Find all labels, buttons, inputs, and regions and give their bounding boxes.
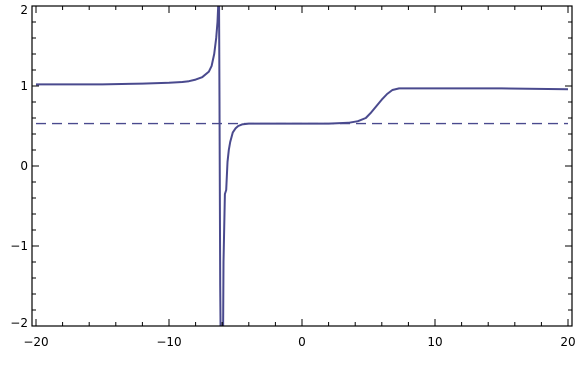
series-layer [36,6,569,326]
y-tick-label: 2 [20,3,28,17]
y-tick-label: −1 [10,239,28,253]
x-tick-label: 20 [560,335,575,349]
x-tick-label: 10 [427,335,442,349]
x-tick-label: 0 [298,335,306,349]
x-tick-label: −20 [23,335,48,349]
y-tick-label: 1 [20,79,28,93]
x-tick-label: −10 [156,335,181,349]
y-tick-label: −2 [10,316,28,330]
y-tick-label: 0 [20,159,28,173]
solid-line-series [36,6,569,326]
plot-frame [31,5,573,327]
